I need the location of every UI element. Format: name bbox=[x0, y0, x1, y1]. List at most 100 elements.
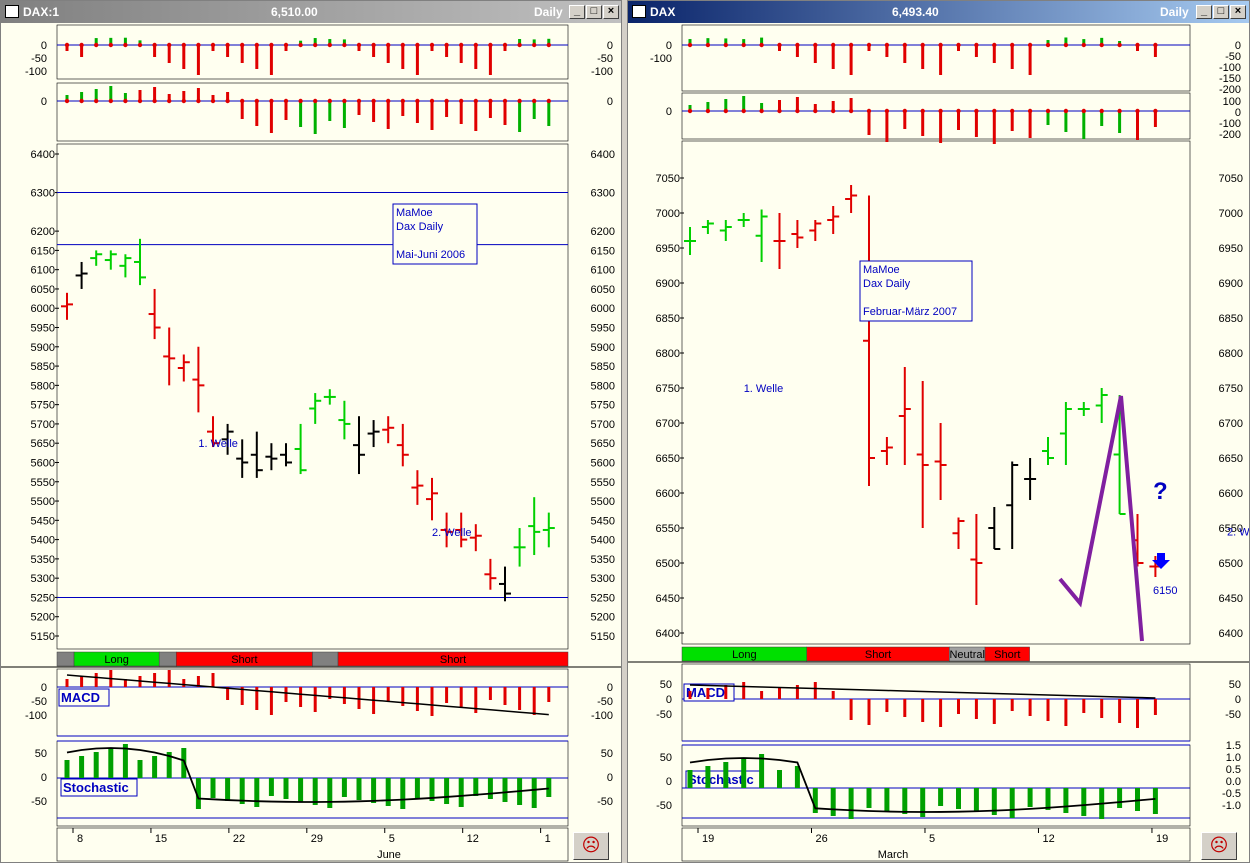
ind2-dot bbox=[992, 108, 997, 114]
ind2-dot bbox=[225, 98, 230, 104]
phase-label: Short bbox=[231, 654, 257, 666]
date-tick-label: 26 bbox=[815, 833, 827, 845]
ind1-dot bbox=[356, 42, 362, 48]
ind1-dot bbox=[79, 42, 84, 48]
ind2-dot bbox=[327, 98, 332, 104]
annotation-box bbox=[859, 260, 973, 322]
close-button[interactable]: × bbox=[1230, 5, 1246, 19]
date-tick-label: 29 bbox=[311, 833, 323, 845]
title-bar-right[interactable]: DAX 6,493.40 Daily _ □ × bbox=[628, 1, 1249, 23]
date-tick-label: 15 bbox=[155, 833, 167, 845]
stoch-right-tick-label: -0.5 bbox=[1222, 788, 1241, 800]
ind2-dot bbox=[313, 98, 318, 104]
ind2-dot bbox=[517, 98, 522, 104]
ind1-dot bbox=[956, 42, 961, 48]
chart-window-icon bbox=[632, 5, 646, 18]
ind2-dot bbox=[196, 98, 201, 104]
price-tick-label-right: 6400 bbox=[1219, 628, 1243, 640]
price-tick-label: 5700 bbox=[31, 419, 55, 431]
ind2-dot bbox=[813, 108, 818, 114]
mood-icon[interactable]: ☹ bbox=[1201, 832, 1237, 860]
chart-window-right[interactable]: DAX 6,493.40 Daily _ □ × 0 -100 0 -50 -100 -1… bbox=[627, 0, 1250, 863]
stoch-right-tick-label: 1.0 bbox=[1226, 752, 1241, 764]
price-tick-label: 6000 bbox=[31, 303, 55, 315]
ind2-dot bbox=[502, 98, 508, 104]
ind1-dot bbox=[415, 42, 420, 48]
ind2-dot bbox=[956, 108, 961, 114]
price-tick-label: 6900 bbox=[656, 278, 680, 290]
chart-window-left[interactable]: DAX:1 6,510.00 Daily _ □ × 0 -50 -100 0 -50 -… bbox=[0, 0, 622, 863]
window-period: Daily bbox=[1160, 5, 1189, 19]
ind2-dot bbox=[240, 98, 245, 104]
stoch-tick-label: -50 bbox=[31, 796, 47, 808]
minimize-button[interactable]: _ bbox=[1196, 5, 1212, 19]
ind2-dot bbox=[415, 98, 420, 104]
ind2-dot bbox=[938, 108, 943, 114]
close-button[interactable]: × bbox=[603, 5, 619, 19]
ind1-dot bbox=[938, 42, 943, 48]
price-tick-label: 7000 bbox=[656, 208, 680, 220]
maximize-button[interactable]: □ bbox=[1213, 5, 1229, 19]
price-tick-label-right: 7000 bbox=[1219, 208, 1243, 220]
price-tick-label-right: 5350 bbox=[591, 554, 615, 566]
ind2-dot bbox=[1010, 108, 1015, 114]
ind1-tick-label: 0 bbox=[41, 40, 47, 52]
price-tick-label: 6550 bbox=[656, 523, 680, 535]
ind1-dot bbox=[1153, 42, 1158, 48]
ind1-tick-label: 0 bbox=[666, 40, 672, 52]
macd-right-tick-label: -50 bbox=[1225, 709, 1241, 721]
macd-line bbox=[66, 674, 549, 716]
ind1-dot bbox=[225, 42, 230, 48]
ind1-dot bbox=[210, 42, 216, 48]
macd-tick-label: 0 bbox=[666, 694, 672, 706]
stoch-tick-label: 50 bbox=[660, 752, 672, 764]
price-tick-label-right: 6050 bbox=[591, 284, 615, 296]
month-label: March bbox=[878, 849, 909, 861]
ind1-dot bbox=[1045, 42, 1051, 48]
price-tick-label: 5600 bbox=[31, 457, 55, 469]
price-tick-label-right: 5550 bbox=[591, 477, 615, 489]
ind2-dot bbox=[1153, 108, 1158, 114]
ind1-dot bbox=[459, 42, 464, 48]
ind1-dot bbox=[1099, 42, 1104, 48]
price-tick-label-right: 6650 bbox=[1219, 453, 1243, 465]
ind2-right-tick-label: 0 bbox=[607, 96, 613, 108]
ind2-right-tick-label: 0 bbox=[1235, 107, 1241, 119]
ind1-dot bbox=[108, 42, 114, 48]
ind1-dot bbox=[795, 42, 800, 48]
ind1-dot bbox=[298, 42, 303, 48]
ind2-dot bbox=[1135, 108, 1140, 114]
ind1-dot bbox=[813, 42, 818, 48]
ind1-dot bbox=[920, 42, 925, 48]
macd-right-tick-label: 50 bbox=[1229, 679, 1241, 691]
price-tick-label: 5450 bbox=[31, 515, 55, 527]
mood-icon[interactable]: ☹ bbox=[573, 832, 609, 860]
ind2-dot bbox=[1117, 108, 1122, 114]
minimize-button[interactable]: _ bbox=[569, 5, 585, 19]
price-tick-label: 5800 bbox=[31, 380, 55, 392]
macd-right-tick-label: -100 bbox=[591, 710, 613, 722]
title-bar-left[interactable]: DAX:1 6,510.00 Daily _ □ × bbox=[1, 1, 621, 23]
phase-label: Neutral bbox=[949, 649, 984, 661]
ind2-dot bbox=[210, 98, 216, 104]
price-tick-label: 6950 bbox=[656, 243, 680, 255]
maximize-button[interactable]: □ bbox=[586, 5, 602, 19]
price-tick-label: 5950 bbox=[31, 323, 55, 335]
price-tick-label: 6500 bbox=[656, 558, 680, 570]
ind2-dot bbox=[459, 98, 464, 104]
macd-tick-label: -50 bbox=[31, 696, 47, 708]
phase-label: Short bbox=[440, 654, 466, 666]
phase-segment bbox=[337, 651, 569, 667]
ind2-tick-label: 0 bbox=[666, 106, 672, 118]
ind1-dot bbox=[902, 42, 907, 48]
macd-tick-label: -100 bbox=[25, 710, 47, 722]
date-tick-label: 5 bbox=[389, 833, 395, 845]
ind2-dot bbox=[866, 108, 872, 114]
price-tick-label-right: 5800 bbox=[591, 380, 615, 392]
price-tick-label-right: 5600 bbox=[591, 457, 615, 469]
phase-label: Short bbox=[994, 649, 1020, 661]
ind1-dot bbox=[687, 42, 693, 48]
macd-line bbox=[689, 684, 1156, 699]
ind1-dot bbox=[196, 42, 201, 48]
date-tick-label: 19 bbox=[1156, 833, 1168, 845]
